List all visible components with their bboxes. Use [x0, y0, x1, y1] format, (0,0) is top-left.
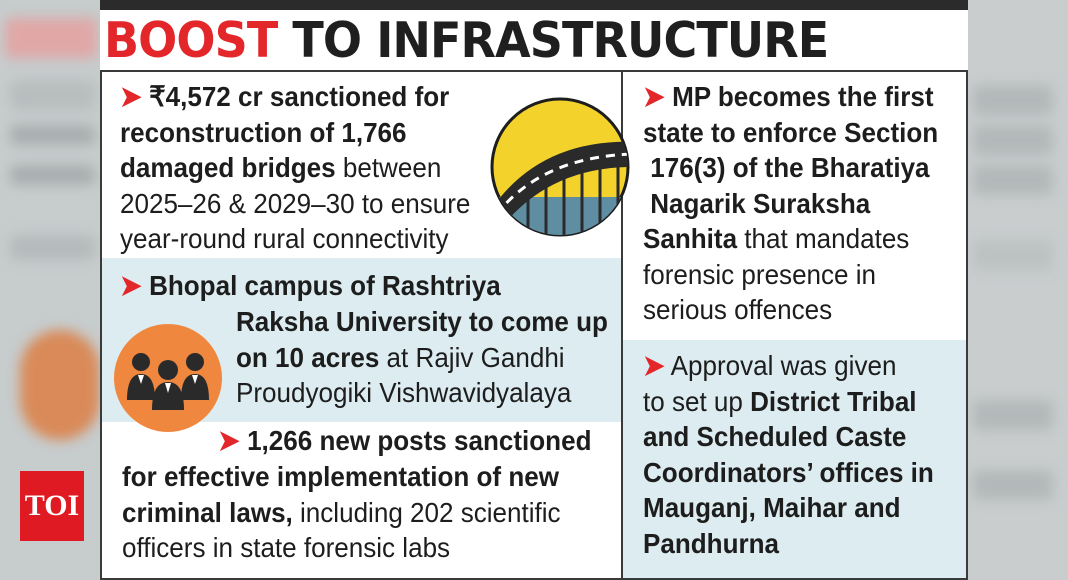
content-frame	[100, 70, 968, 580]
people-group-icon	[114, 324, 222, 432]
infographic: BOOST TO INFRASTRUCTURE	[100, 0, 968, 580]
item-posts: ➤ 1,266 new posts sanctioned	[218, 425, 592, 456]
item-bridges: ➤ ₹4,572 cr sanctioned for reconstructio…	[120, 81, 471, 254]
background-right	[968, 0, 1068, 580]
arrow-icon: ➤	[218, 425, 240, 456]
column-divider	[621, 70, 623, 580]
headline-black: TO INFRASTRUCTURE	[292, 12, 829, 69]
arrow-icon: ➤	[120, 270, 142, 301]
item-section: ➤ MP becomes the first state to enforce …	[643, 81, 939, 325]
headline-red: BOOST	[104, 12, 278, 69]
toi-logo: TOI	[20, 471, 84, 541]
item-campus-cont: Raksha University to come up on 10 acres…	[236, 306, 608, 408]
item-approval: ➤ Approval was given to set up District …	[643, 350, 934, 559]
panel-approval	[623, 340, 966, 578]
item-campus: ➤ Bhopal campus of Rashtriya	[120, 270, 501, 301]
arrow-icon: ➤	[643, 350, 665, 381]
bridge-icon	[490, 97, 630, 237]
arrow-icon: ➤	[120, 81, 142, 112]
background-left	[0, 0, 100, 580]
headline: BOOST TO INFRASTRUCTURE	[104, 12, 912, 70]
item-posts-cont: for effective implementation of new crim…	[122, 461, 561, 563]
arrow-icon: ➤	[643, 81, 665, 112]
top-bar	[100, 0, 968, 10]
